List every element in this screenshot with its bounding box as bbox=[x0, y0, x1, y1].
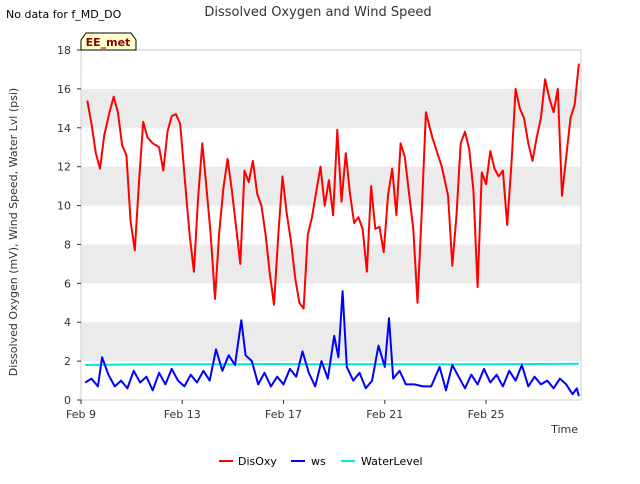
x-tick-label: Feb 13 bbox=[164, 408, 201, 421]
grid-band bbox=[81, 88, 581, 128]
y-axis-label: Dissolved Oxygen (mV), Wind Speed, Water… bbox=[7, 88, 20, 376]
grid-band bbox=[81, 244, 581, 284]
series-line-ws bbox=[84, 290, 580, 397]
y-tick-label: 2 bbox=[64, 355, 71, 368]
plot-bands bbox=[81, 88, 581, 362]
series-line-disoxy bbox=[86, 63, 580, 310]
station-badge: EE_met bbox=[80, 32, 137, 51]
corner-note: No data for f_MD_DO bbox=[6, 8, 122, 21]
x-tick-label: Feb 25 bbox=[468, 408, 505, 421]
y-tick-label: 10 bbox=[57, 200, 71, 213]
legend-label-disoxy: DisOxy bbox=[238, 455, 277, 468]
y-axis-ticks: 0 2 4 6 8 10 12 14 16 18 bbox=[57, 44, 81, 407]
x-tick-label: Feb 21 bbox=[366, 408, 403, 421]
badge-label: EE_met bbox=[86, 36, 131, 49]
series-line-waterlevel bbox=[85, 362, 579, 366]
y-tick-label: 0 bbox=[64, 394, 71, 407]
legend-label-waterlevel: WaterLevel bbox=[361, 455, 423, 468]
x-tick-label: Feb 17 bbox=[265, 408, 302, 421]
legend-label-ws: ws bbox=[311, 455, 326, 468]
y-tick-label: 8 bbox=[64, 238, 71, 251]
y-tick-label: 16 bbox=[57, 83, 71, 96]
y-tick-label: 12 bbox=[57, 161, 71, 174]
y-tick-label: 4 bbox=[64, 316, 71, 329]
plot-frame bbox=[80, 49, 582, 401]
x-axis-label: Time bbox=[550, 423, 578, 436]
x-axis-ticks: Feb 9 Feb 13 Feb 17 Feb 21 Feb 25 bbox=[66, 400, 505, 421]
y-tick-label: 18 bbox=[57, 44, 71, 57]
x-tick-label: Feb 9 bbox=[66, 408, 96, 421]
series-group bbox=[84, 63, 580, 397]
legend: DisOxy ws WaterLevel bbox=[219, 455, 423, 468]
badge-shape bbox=[80, 32, 137, 51]
y-tick-label: 6 bbox=[64, 277, 71, 290]
y-tick-label: 14 bbox=[57, 122, 71, 135]
chart-title: Dissolved Oxygen and Wind Speed bbox=[204, 5, 431, 20]
